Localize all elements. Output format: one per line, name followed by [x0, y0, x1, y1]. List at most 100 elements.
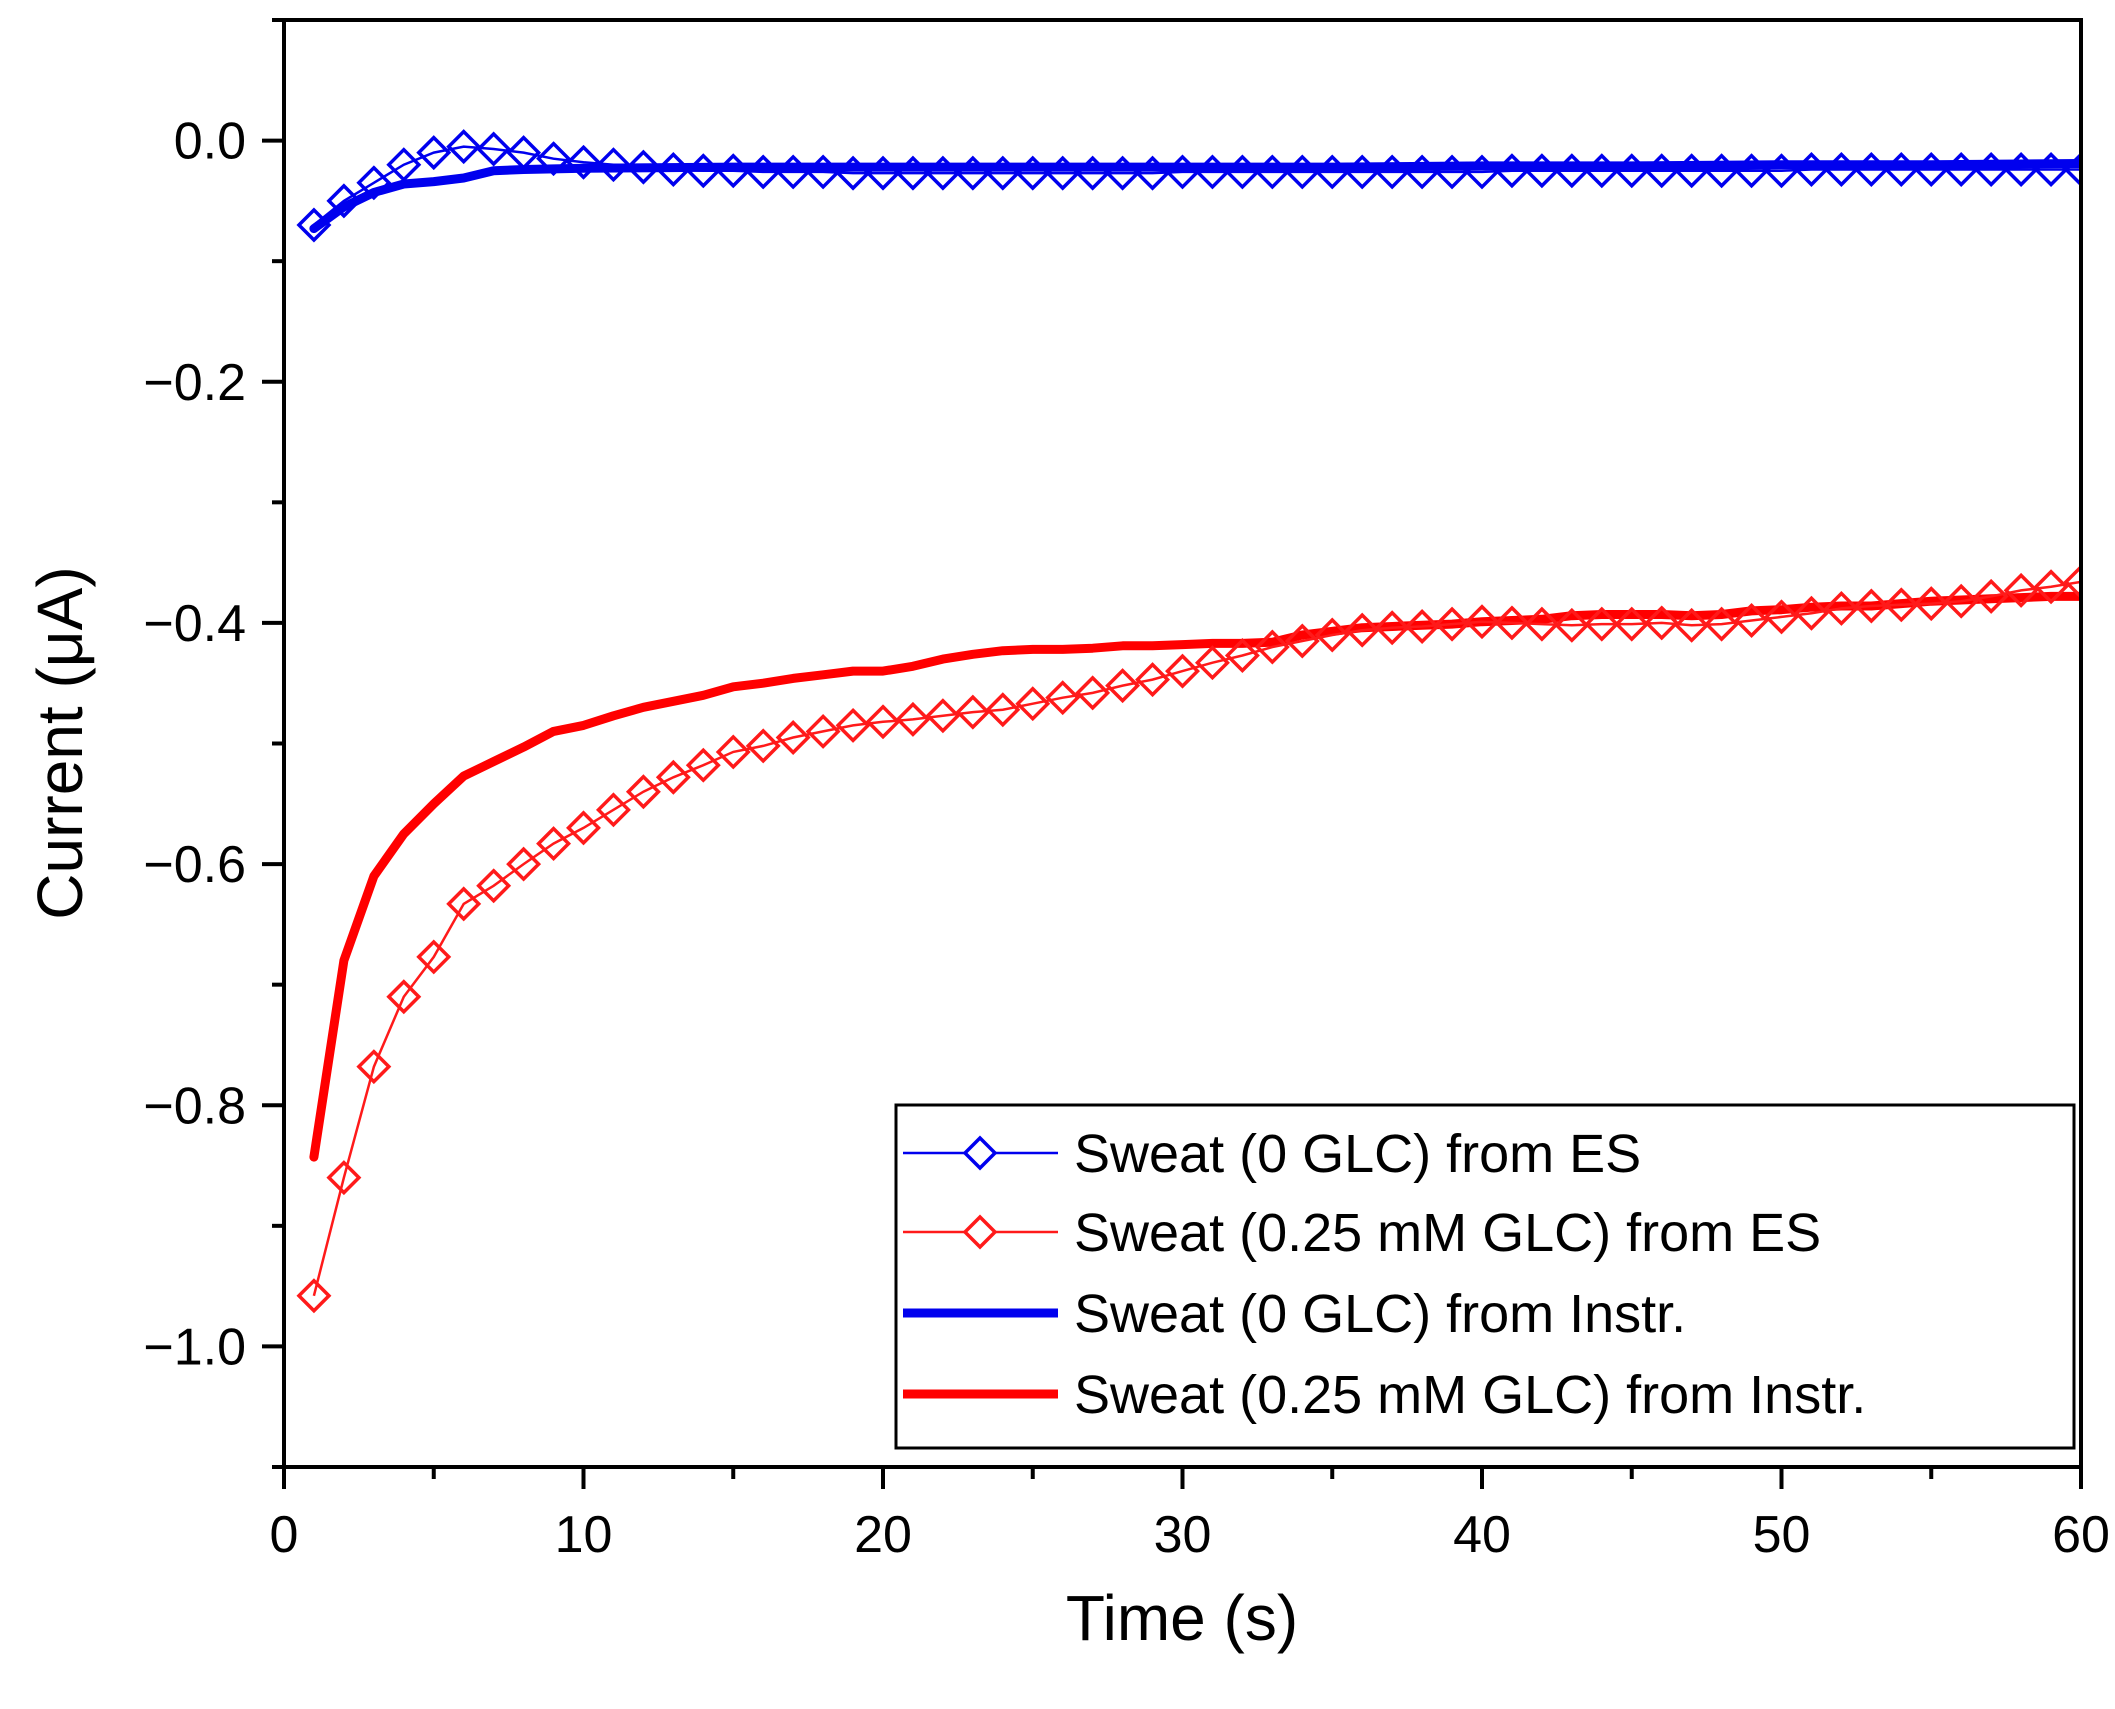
data-point	[1344, 612, 1380, 648]
legend-entry: Sweat (0.25 mM GLC) from ES	[903, 1203, 1821, 1263]
data-point	[1224, 154, 1260, 190]
y-tick-label: −0.8	[143, 1077, 246, 1135]
data-point	[1853, 152, 1889, 187]
data-point	[506, 135, 542, 171]
data-point	[925, 155, 961, 191]
data-point	[1764, 153, 1799, 189]
x-tick-label: 10	[555, 1506, 613, 1564]
data-point	[356, 1049, 392, 1085]
data-point	[685, 153, 721, 189]
data-point	[2033, 152, 2069, 187]
legend-marker	[962, 1214, 998, 1250]
data-point	[1194, 645, 1230, 681]
data-point	[1883, 152, 1919, 187]
legend-box	[894, 1103, 2076, 1450]
data-point	[1374, 610, 1410, 646]
data-point	[1105, 155, 1141, 191]
data-point	[1853, 588, 1889, 624]
data-point	[476, 131, 512, 167]
series-0	[296, 129, 2081, 243]
data-point	[1075, 675, 1111, 711]
data-point	[1314, 617, 1350, 653]
data-point	[1075, 155, 1111, 191]
data-point	[2003, 572, 2039, 608]
data-point	[1644, 153, 1680, 189]
legend-entry: Sweat (0 GLC) from Instr.	[903, 1284, 1686, 1344]
x-axis-title: Time (s)	[1066, 1582, 1298, 1654]
x-tick-label: 60	[2052, 1506, 2110, 1564]
data-point	[655, 152, 691, 187]
data-point	[1524, 606, 1560, 642]
data-point	[1584, 606, 1620, 642]
data-point	[1194, 154, 1230, 190]
data-point	[1943, 583, 1979, 619]
data-point	[745, 154, 781, 190]
y-axis-title: Current (μA)	[24, 566, 96, 919]
data-point	[715, 734, 751, 770]
legend-label: Sweat (0 GLC) from ES	[1074, 1124, 1641, 1184]
legend: Sweat (0 GLC) from ES Sweat (0.25 mM GLC)…	[894, 1103, 2076, 1450]
data-point	[1434, 154, 1470, 190]
data-point	[805, 713, 841, 749]
series-3	[309, 591, 2081, 1162]
data-point	[595, 147, 631, 183]
data-point	[2033, 569, 2069, 605]
data-point	[865, 704, 901, 740]
data-point	[715, 153, 751, 189]
data-point	[1254, 629, 1290, 665]
data-point	[1823, 590, 1859, 626]
data-point	[1584, 153, 1620, 189]
data-point	[1045, 155, 1081, 191]
data-point	[625, 774, 661, 810]
data-point	[446, 886, 482, 922]
x-tick-label: 50	[1753, 1506, 1811, 1564]
data-point	[566, 810, 601, 846]
data-point	[1314, 154, 1350, 190]
data-point	[1734, 153, 1770, 189]
data-point	[536, 826, 572, 862]
data-point	[1973, 578, 2009, 614]
data-point	[1674, 153, 1710, 189]
data-point	[1165, 154, 1200, 190]
data-point	[1734, 603, 1770, 638]
data-point	[566, 144, 601, 180]
data-point	[296, 1278, 332, 1314]
data-point	[955, 694, 991, 730]
data-point	[745, 728, 781, 764]
data-point	[1554, 607, 1590, 643]
data-point	[1614, 606, 1650, 642]
data-point	[1404, 609, 1440, 645]
data-point	[1254, 154, 1290, 190]
plot-area	[296, 129, 2081, 1314]
data-point	[1973, 152, 2009, 187]
legend-marker	[962, 1135, 998, 1171]
y-axis: 0.0 −0.2 −0.4 −0.6 −0.8 −1.0	[143, 18, 284, 1469]
data-point	[1404, 154, 1440, 190]
data-point	[955, 155, 991, 191]
data-point	[536, 141, 572, 177]
data-point	[1704, 606, 1740, 642]
data-point	[1943, 152, 1979, 187]
data-point	[416, 135, 452, 171]
data-point	[1913, 152, 1949, 187]
data-point	[1464, 154, 1500, 190]
x-tick-label: 40	[1453, 1506, 1511, 1564]
y-tick-label: 0.0	[174, 113, 246, 171]
data-point	[1434, 606, 1470, 642]
series-line	[312, 580, 2081, 1297]
series-line	[309, 591, 2081, 1162]
data-point	[416, 939, 452, 975]
data-point	[506, 846, 542, 882]
data-point	[1494, 605, 1530, 641]
data-point	[2063, 152, 2081, 187]
data-point	[326, 1160, 362, 1196]
legend-label: Sweat (0.25 mM GLC) from ES	[1074, 1203, 1821, 1263]
data-point	[1674, 607, 1710, 643]
legend-entry: Sweat (0 GLC) from ES	[903, 1124, 1641, 1184]
series-1	[296, 564, 2081, 1314]
data-point	[356, 165, 392, 201]
data-point	[1015, 155, 1051, 191]
legend-label: Sweat (0 GLC) from Instr.	[1074, 1284, 1686, 1344]
data-point	[1224, 637, 1260, 673]
data-point	[865, 155, 901, 191]
